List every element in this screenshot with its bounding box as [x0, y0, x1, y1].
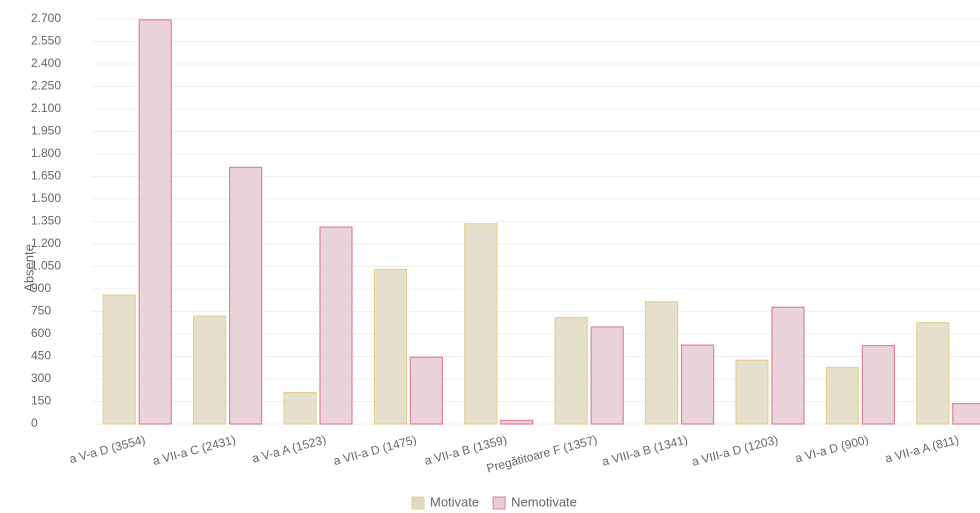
bar — [825, 366, 860, 425]
y-tick-label: 2.550 — [31, 34, 61, 48]
x-tick-label: a VII-a A (811) — [884, 432, 961, 465]
y-tick-label: 300 — [31, 371, 51, 385]
y-tick-label: 900 — [31, 281, 51, 295]
y-tick-label: 1.950 — [31, 124, 61, 138]
bar — [644, 301, 679, 425]
y-tick-label: 2.250 — [31, 79, 61, 93]
bar — [373, 268, 407, 425]
bar — [229, 166, 263, 425]
bar — [680, 344, 715, 425]
y-tick-label: 1.050 — [31, 259, 61, 273]
y-tick-label: 600 — [31, 326, 51, 340]
y-tick-label: 1.350 — [31, 214, 61, 228]
legend-item[interactable]: Nemotivate — [492, 494, 577, 510]
x-tick-label: a VII-a D (1475) — [332, 432, 418, 468]
legend-label: Motivate — [430, 494, 479, 509]
y-tick-label: 2.400 — [31, 56, 61, 70]
bar — [735, 359, 769, 425]
bar — [500, 419, 534, 425]
y-tick-label: 1.650 — [31, 169, 61, 183]
bar — [319, 226, 353, 425]
bar — [283, 391, 317, 425]
legend-label: Nemotivate — [511, 494, 577, 509]
x-tick-label: a V-a D (3554) — [68, 432, 147, 466]
bar — [193, 315, 227, 425]
y-tick-label: 1.200 — [31, 236, 61, 250]
x-tick-label: a VI-a D (900) — [794, 432, 870, 465]
y-tick-label: 1.500 — [31, 191, 61, 205]
y-tick-label: 1.800 — [31, 146, 61, 160]
y-axis-title: Absențe — [21, 244, 36, 292]
legend-swatch — [492, 496, 506, 510]
y-tick-label: 2.100 — [31, 101, 61, 115]
bar — [464, 223, 498, 425]
bar — [138, 19, 172, 425]
x-tick-label: a VII-a C (2431) — [151, 432, 237, 468]
bar — [102, 294, 136, 425]
bar — [409, 356, 443, 425]
y-tick-label: 2.700 — [31, 11, 61, 25]
bar — [916, 322, 950, 425]
x-tick-label: a VIII-a B (1341) — [601, 432, 690, 468]
bar — [554, 316, 588, 425]
bar — [952, 403, 980, 425]
x-tick-label: a V-a A (1523) — [251, 432, 328, 465]
bar — [590, 326, 624, 425]
bar — [771, 306, 805, 425]
y-tick-label: 150 — [31, 394, 51, 408]
y-tick-label: 750 — [31, 304, 51, 318]
y-tick-label: 450 — [31, 349, 51, 363]
x-tick-label: a VIII-a D (1203) — [690, 432, 779, 468]
legend-swatch — [411, 496, 425, 510]
legend-item[interactable]: Motivate — [411, 494, 479, 510]
bar — [861, 344, 896, 425]
y-tick-label: 0 — [31, 416, 38, 430]
